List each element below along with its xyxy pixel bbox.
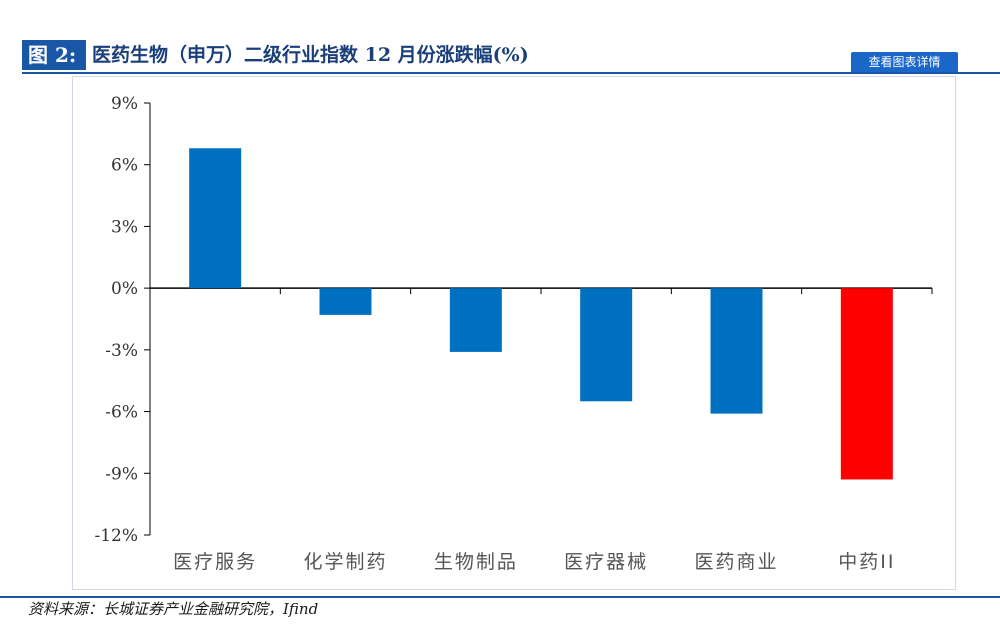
y-tick-label: 9% (111, 94, 138, 114)
x-category-label: 医药商业 (694, 551, 778, 573)
chart-title: 医药生物（申万）二级行业指数 12 月份涨跌幅(%) (92, 44, 529, 66)
chart-frame (72, 76, 956, 590)
x-category-label: 医疗器械 (564, 551, 648, 573)
view-chart-details-button[interactable]: 查看图表详情 (851, 52, 958, 73)
y-tick-label: 3% (111, 217, 138, 237)
y-tick-label: -6% (105, 403, 138, 423)
source-divider (0, 596, 1000, 598)
y-tick-label: -9% (105, 464, 138, 484)
x-category-label: 化学制药 (303, 551, 387, 573)
figure-title-bar: 图 2: 医药生物（申万）二级行业指数 12 月份涨跌幅(%) (0, 38, 1000, 72)
bar (710, 288, 763, 414)
bar-chart: 9% 6% 3% 0% -3% -6% -9% -12% 医疗服务 化学制药 生物制品 医疗器械 医药商… (94, 94, 933, 573)
y-tick-label: 6% (111, 156, 138, 176)
y-tick-label: 0% (111, 279, 138, 299)
x-category-label: 生物制品 (434, 551, 518, 573)
bar (319, 288, 372, 315)
source-note: 资料来源：长城证券产业金融研究院，Ifind (28, 600, 319, 618)
bar (580, 288, 633, 402)
x-category-label: 中药II (838, 551, 895, 573)
bar (840, 288, 893, 480)
figure-number-label: 图 2: (22, 40, 87, 70)
bar (449, 288, 502, 352)
y-tick-label: -12% (94, 526, 138, 546)
y-tick-label: -3% (105, 341, 138, 361)
bar (189, 148, 242, 289)
x-category-label: 医疗服务 (173, 551, 257, 573)
title-divider (22, 72, 1000, 74)
